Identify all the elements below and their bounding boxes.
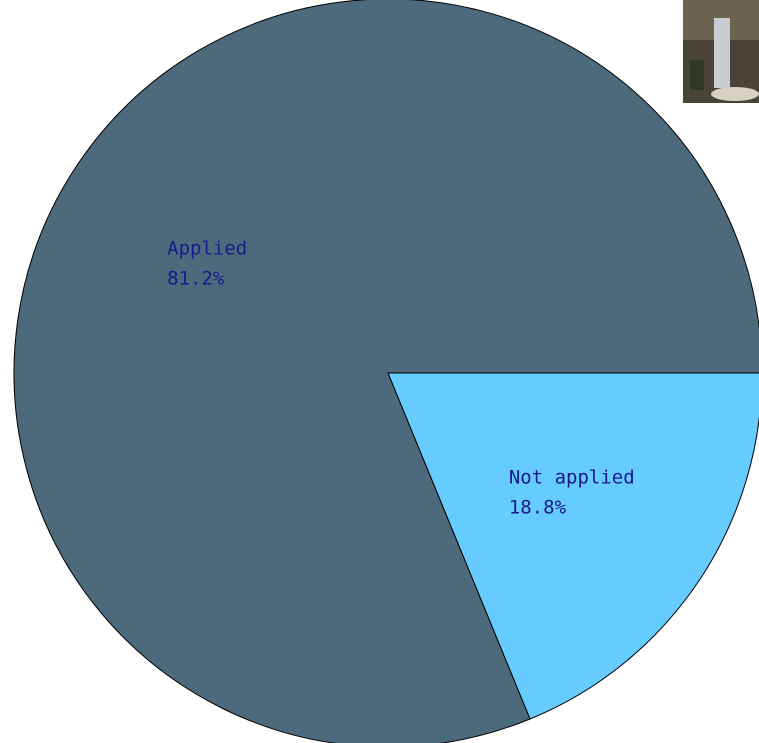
slice-label: Not applied [509, 467, 635, 489]
pie-slice [13, 0, 759, 743]
slice-label: Applied [167, 237, 247, 259]
slice-value-label: 81.2% [167, 267, 225, 289]
slice-value-label: 18.8% [509, 497, 567, 519]
pie: Applied 81.2% Not applied 18.8% [13, 0, 759, 743]
thumbnail-photo [683, 0, 759, 103]
pie-slice [387, 372, 759, 720]
